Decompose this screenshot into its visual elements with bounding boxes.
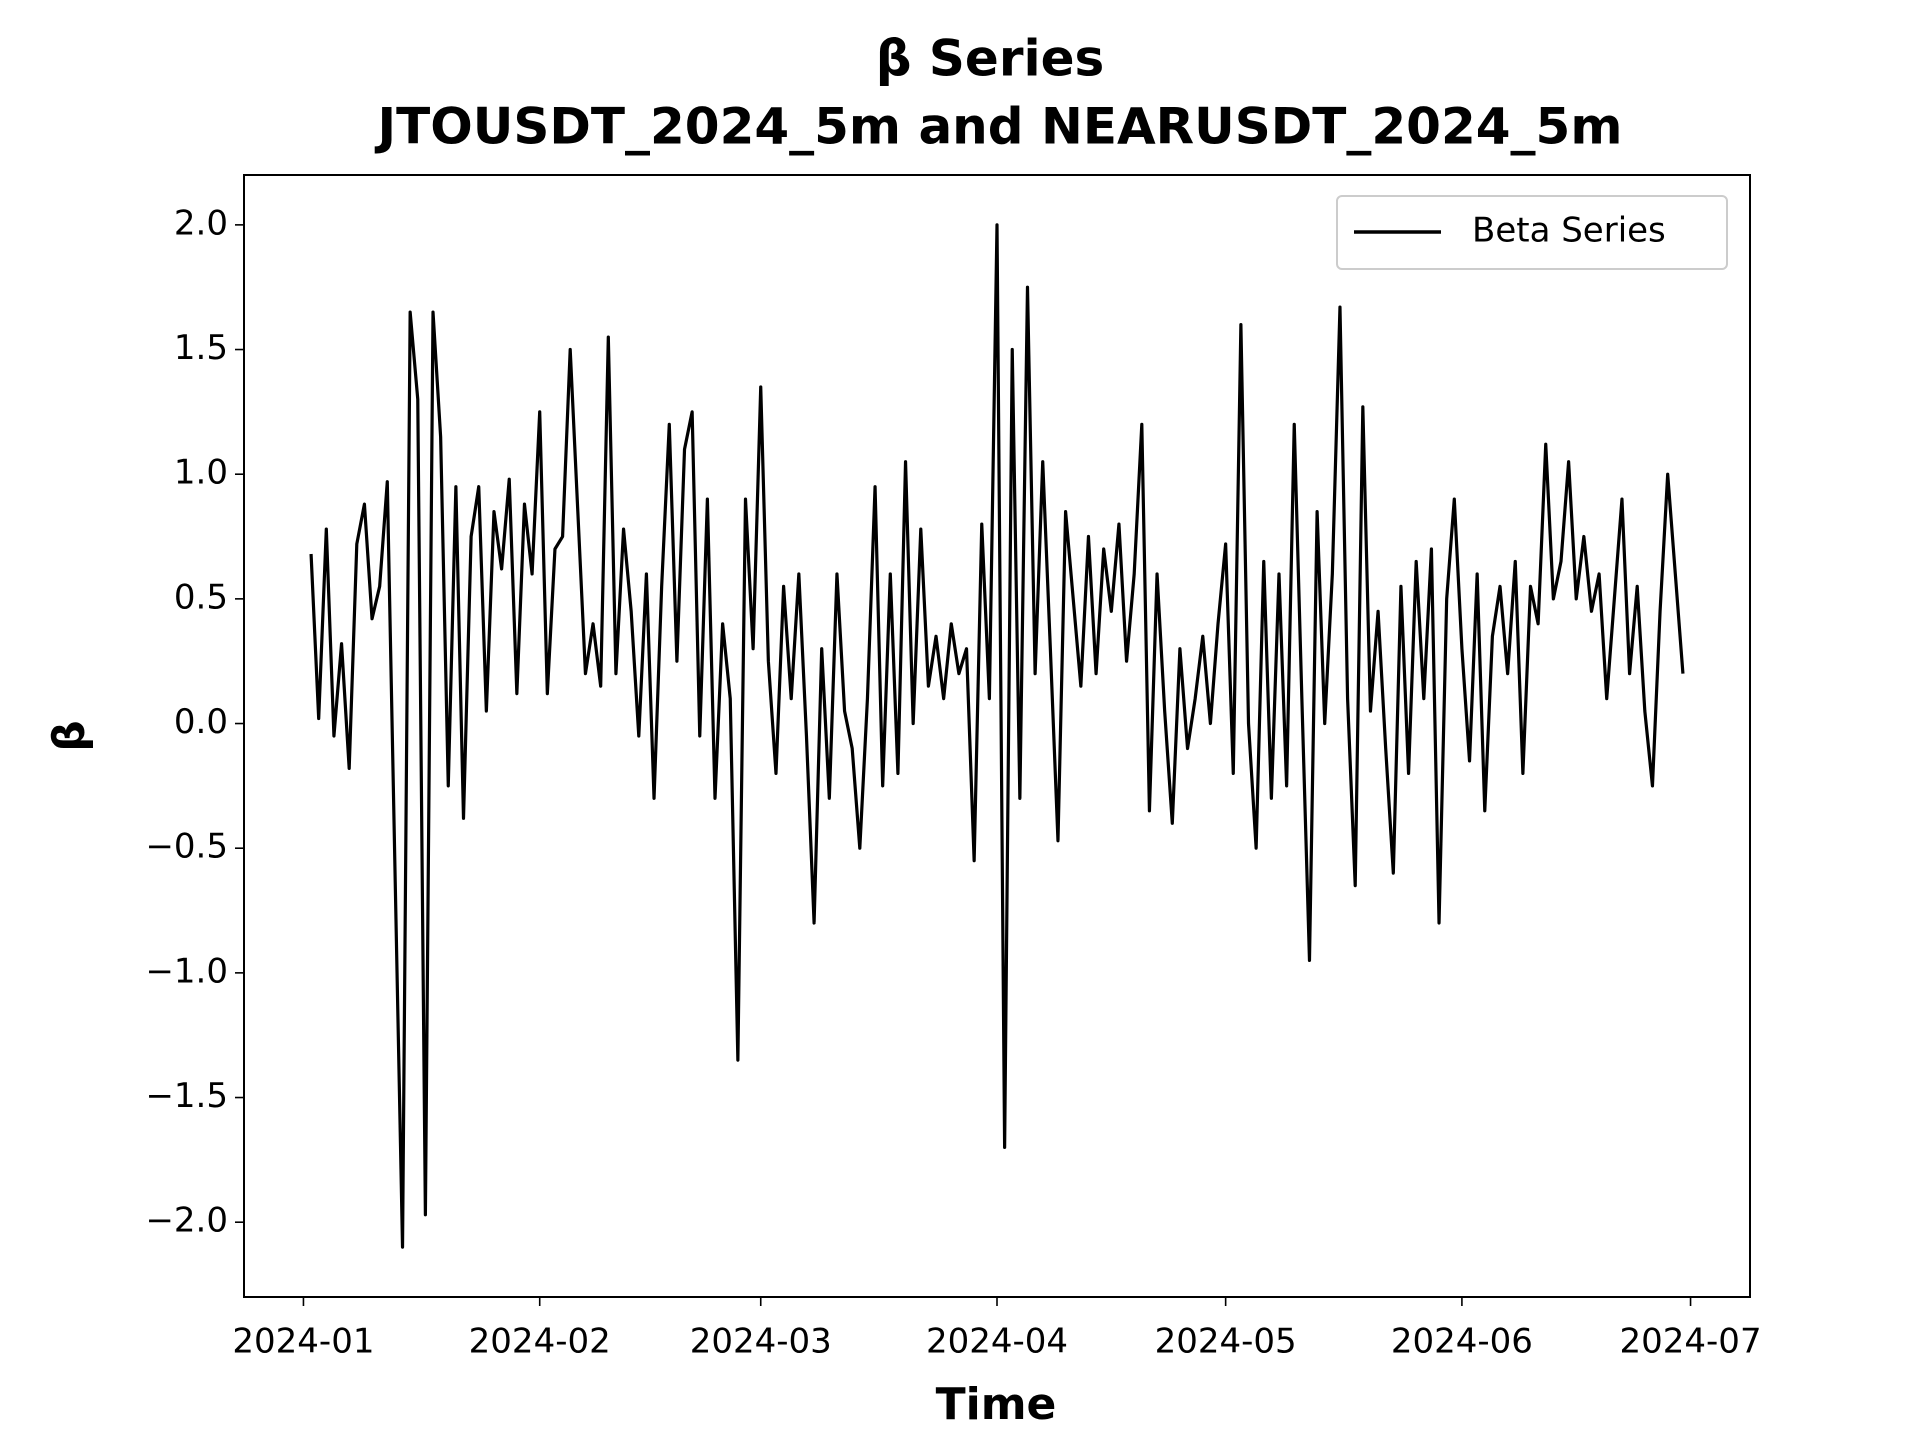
- x-tick-label: 2024-03: [690, 1322, 832, 1362]
- y-tick-label: −1.5: [145, 1076, 228, 1116]
- legend-box: [1336, 195, 1728, 270]
- legend-label: Beta Series: [1472, 211, 1666, 251]
- x-tick-label: 2024-07: [1620, 1322, 1762, 1362]
- chart-title: β Series: [876, 30, 1105, 88]
- x-tick-label: 2024-01: [232, 1322, 374, 1362]
- x-tick-label: 2024-02: [469, 1322, 611, 1362]
- y-tick-label: −0.5: [145, 827, 228, 867]
- y-tick-label: 0.0: [174, 702, 228, 742]
- chart-subtitle: JTOUSDT_2024_5m and NEARUSDT_2024_5m: [375, 98, 1623, 156]
- y-tick-label: −1.0: [145, 951, 228, 991]
- y-tick-label: 1.5: [174, 328, 228, 368]
- y-axis-label: β: [44, 720, 95, 752]
- y-tick-label: −2.0: [145, 1201, 228, 1241]
- x-axis-label: Time: [936, 1379, 1057, 1430]
- y-tick-label: 1.0: [174, 453, 228, 493]
- plot-frame: [243, 174, 1751, 1298]
- x-tick-label: 2024-05: [1155, 1322, 1297, 1362]
- data-line: [309, 223, 1685, 1249]
- y-tick-label: 2.0: [174, 203, 228, 243]
- x-tick-label: 2024-06: [1391, 1322, 1533, 1362]
- y-tick-label: 0.5: [174, 577, 228, 617]
- x-tick-label: 2024-04: [926, 1322, 1068, 1362]
